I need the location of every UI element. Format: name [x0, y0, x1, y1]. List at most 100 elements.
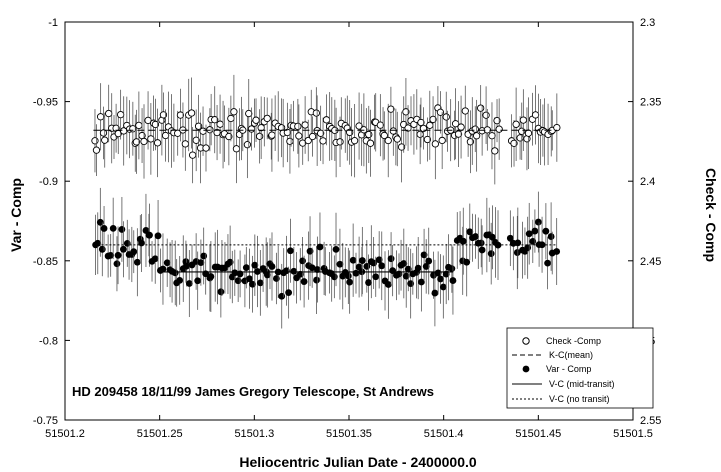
check-comp-point [176, 111, 185, 119]
legend-box [506, 327, 654, 409]
var-comp-point [217, 288, 225, 296]
check-comp-point [135, 121, 143, 130]
check-comp-point [553, 123, 561, 132]
legend-item-check-comp: Check -Comp [522, 336, 601, 346]
check-comp-point [491, 147, 499, 155]
check-comp-point [380, 131, 388, 140]
var-comp-point [285, 289, 293, 297]
check-comp-point [442, 113, 450, 121]
var-comp-point [154, 232, 162, 240]
check-comp-point [211, 116, 219, 124]
check-comp-point [312, 109, 320, 117]
y-left-tick-label: -0.8 [39, 335, 58, 347]
var-comp-point [146, 231, 153, 239]
check-comp-point [247, 125, 256, 133]
check-comp-point [283, 128, 292, 137]
var-comp-point [425, 257, 433, 265]
var-comp-point [234, 277, 242, 285]
check-comp-point [263, 114, 271, 123]
var-comp-point [466, 228, 474, 236]
x-tick-label: 51501.35 [326, 428, 372, 440]
check-comp-point [516, 134, 524, 142]
var-comp-point [246, 275, 253, 283]
var-comp-point [400, 260, 408, 267]
var-comp-point [478, 246, 486, 254]
var-comp-point [306, 247, 314, 255]
check-comp-point [319, 137, 327, 145]
var-comp-point [514, 239, 522, 247]
var-comp-point [525, 230, 533, 238]
var-comp-point [185, 280, 193, 287]
var-comp-point [98, 245, 106, 253]
check-comp-point [417, 118, 425, 127]
check-comp-point [423, 135, 432, 144]
var-comp-point [506, 234, 514, 242]
legend: Check -Comp K-C(mean) Var - Comp V-C (mi… [506, 327, 654, 409]
y-right-tick-label: 2.4 [640, 176, 655, 188]
y-right-tick-label: 2.3 [640, 17, 655, 29]
check-comp-point [384, 136, 392, 145]
var-comp-point [176, 277, 184, 284]
var-comp-point [100, 225, 108, 232]
var-comp-point [107, 251, 115, 259]
var-comp-point [431, 289, 439, 297]
legend-label: Var - Comp [546, 364, 591, 374]
legend-item-vc-no-transit: V-C (no transit) [512, 394, 610, 404]
var-comp-point [375, 256, 383, 264]
check-comp-point [132, 138, 141, 146]
var-comp-point [313, 266, 321, 273]
var-comp-point [422, 263, 430, 270]
var-comp-point [349, 256, 357, 264]
check-comp-point [457, 123, 465, 131]
y-left-tick-label: -0.85 [33, 256, 58, 268]
y-left-tick-label: -0.95 [33, 97, 58, 109]
var-comp-point [387, 255, 395, 263]
var-comp-point [119, 245, 127, 253]
check-comp-point [252, 116, 260, 124]
check-comp-point [192, 136, 200, 144]
var-comp-point [384, 281, 392, 288]
check-comp-point [92, 146, 101, 154]
var-comp-point [194, 277, 202, 285]
var-comp-point [251, 261, 259, 269]
check-comp-point [477, 104, 485, 112]
check-comp-point [426, 121, 434, 129]
check-comp-point [140, 137, 148, 146]
var-comp-point [414, 264, 422, 272]
check-comp-point [454, 130, 463, 138]
check-comp-point [230, 108, 238, 116]
var-comp-point [278, 292, 286, 300]
var-comp-point [344, 272, 352, 280]
check-comp-point [294, 122, 302, 131]
check-comp-point [512, 120, 520, 128]
var-comp-point [109, 225, 117, 232]
var-comp-point [163, 259, 171, 267]
check-comp-point [187, 109, 196, 117]
check-comp-point [524, 129, 533, 137]
var-comp-point [531, 227, 539, 235]
legend-label: K-C(mean) [549, 350, 593, 360]
check-comp-point [308, 132, 317, 141]
var-comp-point [437, 275, 444, 283]
var-comp-point [420, 251, 428, 259]
check-comp-point [243, 141, 252, 149]
var-comp-point [159, 265, 167, 273]
var-comp-point [263, 271, 271, 279]
var-comp-point [448, 265, 456, 273]
y-left-tick-label: -1 [48, 17, 58, 29]
check-comp-point [245, 109, 253, 118]
check-comp-point [316, 129, 325, 137]
check-comp-point [116, 110, 125, 119]
var-comp-point [463, 258, 471, 266]
var-comp-point [534, 218, 542, 226]
check-comp-point [188, 151, 197, 159]
x-tick-label: 51501.3 [234, 428, 274, 440]
check-comp-point [495, 125, 503, 133]
check-comp-point [181, 140, 189, 148]
check-comp-point [174, 129, 182, 137]
check-comp-point [389, 127, 397, 135]
check-comp-point [105, 109, 113, 118]
var-comp-point [272, 275, 280, 282]
x-axis-label: Heliocentric Julian Date - 2400000.0 [239, 454, 477, 470]
var-comp-point [151, 255, 159, 263]
